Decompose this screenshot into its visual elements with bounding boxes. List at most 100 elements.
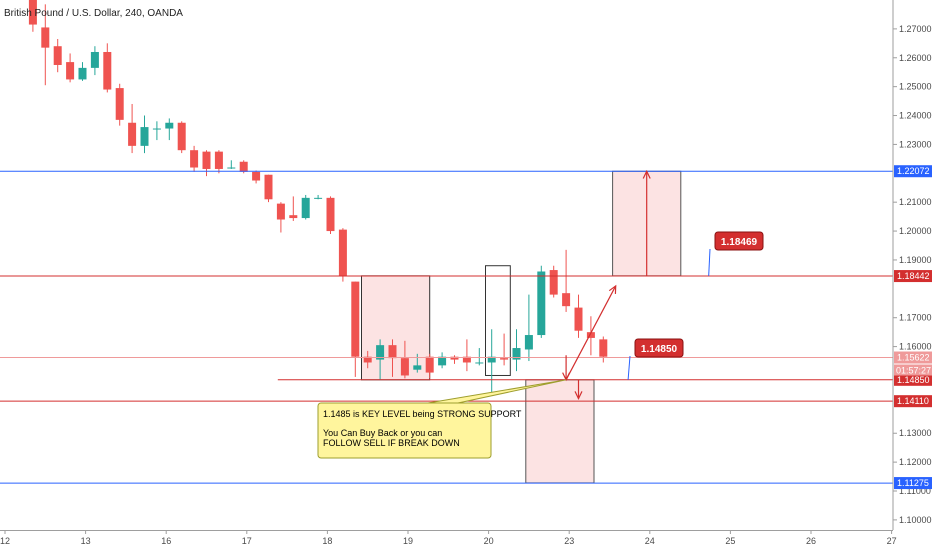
price-line-badge xyxy=(894,477,932,490)
range-box xyxy=(361,275,431,381)
candle-body-bear xyxy=(264,174,273,200)
candle-body-bull xyxy=(487,356,496,363)
time-tick-label: 27 xyxy=(887,536,897,546)
price-tick-label: 1.24000 xyxy=(899,111,932,121)
candle-body-bull xyxy=(78,67,87,80)
time-axis[interactable]: 12 13 16 17 18 19 20 23 24 25 26 27 xyxy=(0,530,897,546)
candle-body-bear xyxy=(400,358,409,376)
time-tick-label: 23 xyxy=(564,536,574,546)
candle-body-bear xyxy=(599,339,608,357)
candle-body-bull xyxy=(413,365,422,370)
price-tick-label: 1.23000 xyxy=(899,139,932,149)
candle-body-bear xyxy=(586,332,595,338)
candle-body-bear xyxy=(128,122,137,146)
time-tick-label: 20 xyxy=(484,536,494,546)
candle-body-bear xyxy=(177,122,186,151)
countdown-label: 01:57:27 xyxy=(896,366,931,376)
price-tick-label: 1.16000 xyxy=(899,342,932,352)
note-box xyxy=(317,402,492,459)
time-tick-label: 18 xyxy=(322,536,332,546)
candles xyxy=(28,0,608,393)
price-tick-label: 1.25000 xyxy=(899,82,932,92)
candle-body-bull xyxy=(524,335,533,350)
price-line-badge-label: 1.18442 xyxy=(897,271,930,281)
candle-body-bull xyxy=(152,128,161,130)
price-tick-label: 1.21000 xyxy=(899,197,932,207)
time-tick-label: 17 xyxy=(242,536,252,546)
candle-body-bear xyxy=(239,161,248,172)
candle-body-bear xyxy=(41,27,50,48)
callout-upper-text: 1.18469 xyxy=(721,237,758,248)
time-tick-label: 13 xyxy=(81,536,91,546)
candle-body-bull xyxy=(438,356,447,366)
candle-body-bull xyxy=(376,345,385,360)
candle-body-bear xyxy=(549,270,558,295)
price-line-badge-label: 1.14110 xyxy=(897,396,929,406)
price-lines xyxy=(0,170,893,484)
price-line-badge-label: 1.15622 xyxy=(897,353,930,363)
price-line-badge-label: 1.22072 xyxy=(897,166,930,176)
time-tick-label: 19 xyxy=(403,536,413,546)
candle-body-bull xyxy=(512,348,521,360)
price-line-badge xyxy=(894,270,932,283)
time-tick-label: 12 xyxy=(0,536,10,546)
candle-body-bull xyxy=(90,51,99,68)
target-sell-zone xyxy=(525,379,595,484)
price-line-badge xyxy=(894,165,932,178)
candle-body-bear xyxy=(338,229,347,276)
countdown-badge xyxy=(894,364,932,376)
price-tick-label: 1.20000 xyxy=(899,226,932,236)
note-line-3: FOLLOW SELL IF BREAK DOWN xyxy=(323,438,460,448)
price-line-badge xyxy=(894,395,932,408)
time-tick-label: 16 xyxy=(161,536,171,546)
candle-body-bear xyxy=(289,215,298,219)
time-tick-label: 24 xyxy=(645,536,655,546)
candle-body-bear xyxy=(66,62,75,80)
candle-body-bull xyxy=(165,122,174,129)
candle-body-bear xyxy=(252,171,261,181)
price-tick-label: 1.12000 xyxy=(899,457,932,467)
candle-body-bull xyxy=(537,271,546,336)
price-axis[interactable]: 1.27000 1.26000 1.25000 1.24000 1.23000 1.210… xyxy=(893,24,932,525)
candle-body-bear xyxy=(28,0,37,25)
price-line-badge xyxy=(894,373,932,386)
candle-body-bear xyxy=(574,307,583,331)
chart-title: British Pound / U.S. Dollar, 240, OANDA xyxy=(4,8,183,19)
candle-body-bear xyxy=(326,197,335,232)
price-tick-label: 1.10000 xyxy=(899,515,932,525)
candle-body-bear xyxy=(562,293,571,307)
price-tick-label: 1.11000 xyxy=(899,486,931,496)
price-tick-label: 1.13000 xyxy=(899,428,932,438)
candle-body-bear xyxy=(500,358,509,360)
candle-body-bear xyxy=(115,88,124,120)
target-up-arrow-head xyxy=(642,169,651,179)
candle-body-bear xyxy=(450,356,459,360)
price-line-badge-label: 1.14850 xyxy=(897,375,930,385)
buy-arrow xyxy=(565,285,617,381)
candle-body-bear xyxy=(214,151,223,169)
price-tick-label: 1.27000 xyxy=(899,24,932,34)
candle-body-bear xyxy=(276,203,285,220)
callout-lower-text: 1.14850 xyxy=(641,344,678,355)
candle-body-bull xyxy=(227,167,236,169)
callout-upper-box xyxy=(714,231,764,251)
candle-body-bear xyxy=(425,356,434,373)
time-tick-label: 25 xyxy=(725,536,735,546)
candle-body-bear xyxy=(462,356,471,363)
time-tick-label: 26 xyxy=(806,536,816,546)
candle-body-bull xyxy=(140,127,149,146)
price-tick-label: 1.19000 xyxy=(899,255,932,265)
note-line-2: You Can Buy Back or you can xyxy=(323,428,442,438)
candle-body-bull xyxy=(475,362,484,364)
candle-body-bear xyxy=(103,51,112,90)
buy-arrow-head xyxy=(608,284,617,294)
price-tick-label: 1.26000 xyxy=(899,53,932,63)
callout-lower-box xyxy=(634,338,684,358)
price-tick-label: 1.17000 xyxy=(899,313,932,323)
sell-arrow-head xyxy=(574,391,583,400)
candle-body-bear xyxy=(202,151,211,169)
price-line-badge-label: 1.11275 xyxy=(897,478,929,488)
candle-body-bear xyxy=(363,356,372,363)
